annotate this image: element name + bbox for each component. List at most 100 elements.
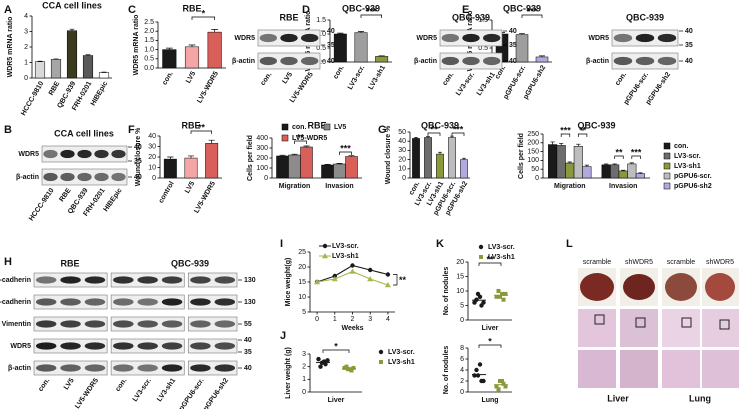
point xyxy=(481,378,486,384)
x-tick-label: Migration xyxy=(279,183,311,190)
error-bar xyxy=(519,33,525,35)
legend-swatch xyxy=(663,182,671,190)
band xyxy=(77,172,92,182)
legend-label: LV3-scr. xyxy=(332,243,359,250)
band xyxy=(161,364,183,372)
y-tick-label: 1 xyxy=(302,376,306,383)
histology-zoom xyxy=(620,350,658,388)
point xyxy=(367,276,374,282)
band xyxy=(137,298,158,306)
point xyxy=(325,358,330,363)
sig-label: *** xyxy=(340,143,351,153)
band xyxy=(84,364,106,372)
legend-marker xyxy=(479,255,483,259)
band xyxy=(190,320,211,328)
legend-swatch xyxy=(663,162,671,170)
y-tick-label: 20 xyxy=(298,264,306,271)
point xyxy=(384,282,391,288)
y-tick-label: 20 xyxy=(148,154,156,161)
band xyxy=(137,342,158,350)
y-tick-label: 2 xyxy=(24,44,28,51)
sig-bracket xyxy=(478,262,502,266)
x-tick-label: control xyxy=(158,180,176,204)
y-tick-label: 3 xyxy=(302,351,306,358)
chart-title: QBC-939 xyxy=(421,120,459,130)
point xyxy=(498,294,502,299)
blot-row-label: WDR5 xyxy=(416,35,437,42)
zoom-box xyxy=(594,314,605,325)
panel-label: H xyxy=(4,256,12,268)
chart-title: RBE xyxy=(307,120,326,130)
marker-label: 55 xyxy=(244,321,252,328)
bar xyxy=(162,49,177,69)
chart-title: CCA cell lines xyxy=(42,0,102,10)
panel-label: D xyxy=(302,4,310,16)
marker-label: 40 xyxy=(244,365,252,372)
legend-marker xyxy=(379,360,383,364)
bar xyxy=(582,166,592,179)
y-tick-label: 2.0 xyxy=(144,28,154,35)
legend-swatch xyxy=(663,152,671,160)
bar xyxy=(321,164,334,179)
legend-marker xyxy=(478,244,484,250)
lane-label: pGPU6-scr. xyxy=(178,377,205,409)
sig-label: *** xyxy=(453,124,464,134)
x-tick-label: 1 xyxy=(333,316,337,323)
point xyxy=(496,387,501,392)
band xyxy=(94,172,109,182)
y-tick-label: 300 xyxy=(256,145,268,152)
band xyxy=(482,56,501,66)
lane-label: LV5-WDR5 xyxy=(74,377,100,409)
y-tick-label: 2 xyxy=(302,364,306,371)
sig-label: *** xyxy=(560,125,571,135)
band xyxy=(60,320,81,328)
point xyxy=(481,300,486,305)
y-tick-label: 200 xyxy=(527,140,539,147)
legend-label: LV3-scr. xyxy=(674,153,701,160)
x-axis-label: Liver xyxy=(328,397,345,404)
x-tick-label: Invasion xyxy=(609,183,637,190)
error-bar xyxy=(450,135,454,138)
point xyxy=(331,276,338,282)
error-bar xyxy=(378,55,385,57)
bar xyxy=(288,154,301,179)
panel-label: I xyxy=(280,238,283,250)
panel-label: B xyxy=(4,124,12,136)
histology xyxy=(620,309,658,347)
legend-label: LV3-sh1 xyxy=(488,254,515,261)
band xyxy=(113,342,134,350)
y-tick-label: 0.0 xyxy=(144,65,154,72)
band xyxy=(113,364,134,372)
band xyxy=(635,33,655,43)
chart-title: QBC-939 xyxy=(342,3,380,13)
error-bar xyxy=(188,44,196,47)
histology xyxy=(662,309,700,347)
blot-title: QBC-939 xyxy=(452,12,490,22)
y-axis-label: Wound closure % xyxy=(135,127,142,186)
point xyxy=(494,384,499,389)
band xyxy=(35,342,57,350)
liver-photo xyxy=(623,274,655,300)
point xyxy=(318,364,323,369)
bar xyxy=(627,163,637,179)
sig-bracket xyxy=(427,132,441,136)
bar xyxy=(276,155,289,179)
error-bar xyxy=(85,54,91,56)
bar xyxy=(618,170,628,179)
bar xyxy=(548,144,558,179)
x-axis-label: Liver xyxy=(482,325,499,332)
band xyxy=(635,56,655,66)
bar xyxy=(565,162,575,179)
sig-label: ** xyxy=(579,125,587,135)
column-label: shWDR5 xyxy=(625,259,653,266)
blot-title: CCA cell lines xyxy=(54,128,114,138)
y-tick-label: 2.5 xyxy=(144,19,154,26)
blot-row-label: E-cadherin xyxy=(0,277,31,284)
zoom-box xyxy=(681,317,692,328)
bar xyxy=(50,59,62,79)
band xyxy=(84,276,106,284)
panel-label: E xyxy=(462,4,469,16)
sig-label: ** xyxy=(297,132,305,142)
sig-bracket xyxy=(191,16,216,20)
error-bar xyxy=(414,137,418,139)
